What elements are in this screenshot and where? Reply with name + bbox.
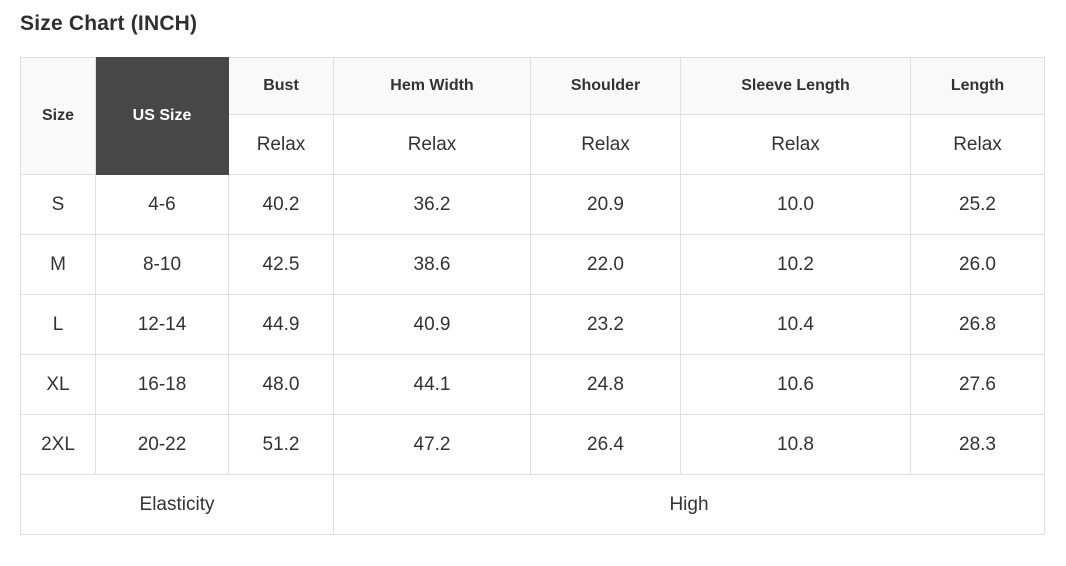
length-cell: 27.6 bbox=[910, 354, 1045, 415]
page-title: Size Chart (INCH) bbox=[20, 12, 198, 35]
elasticity-row: Elasticity High bbox=[20, 474, 1045, 535]
hem-width-cell: 47.2 bbox=[333, 414, 531, 475]
hem-width-cell: 44.1 bbox=[333, 354, 531, 415]
elasticity-label: Elasticity bbox=[20, 474, 334, 535]
size-cell: L bbox=[20, 294, 96, 355]
sleeve-length-cell: 10.0 bbox=[680, 174, 911, 235]
length-cell: 28.3 bbox=[910, 414, 1045, 475]
sleeve-length-cell: 10.4 bbox=[680, 294, 911, 355]
hem-width-fit-cell: Relax bbox=[333, 114, 531, 175]
size-chart-section: Size Chart (INCH) Size US Size Bust Hem … bbox=[20, 12, 1045, 535]
us-size-cell: 16-18 bbox=[95, 354, 229, 415]
hem-width-cell: 36.2 bbox=[333, 174, 531, 235]
sleeve-length-column-header: Sleeve Length bbox=[680, 57, 911, 115]
hem-width-cell: 38.6 bbox=[333, 234, 531, 295]
bust-cell: 44.9 bbox=[228, 294, 334, 355]
length-column-header: Length bbox=[910, 57, 1045, 115]
us-size-cell: 8-10 bbox=[95, 234, 229, 295]
sleeve-length-cell: 10.6 bbox=[680, 354, 911, 415]
shoulder-column-header: Shoulder bbox=[530, 57, 681, 115]
sleeve-length-cell: 10.2 bbox=[680, 234, 911, 295]
table-row-l: L 12-14 44.9 40.9 23.2 10.4 26.8 bbox=[20, 294, 1045, 355]
shoulder-cell: 22.0 bbox=[530, 234, 681, 295]
length-cell: 26.0 bbox=[910, 234, 1045, 295]
bust-cell: 48.0 bbox=[228, 354, 334, 415]
us-size-cell: 20-22 bbox=[95, 414, 229, 475]
length-fit-cell: Relax bbox=[910, 114, 1045, 175]
us-size-cell: 4-6 bbox=[95, 174, 229, 235]
shoulder-cell: 20.9 bbox=[530, 174, 681, 235]
length-cell: 26.8 bbox=[910, 294, 1045, 355]
table-row-xl: XL 16-18 48.0 44.1 24.8 10.6 27.6 bbox=[20, 354, 1045, 415]
size-cell: S bbox=[20, 174, 96, 235]
sleeve-length-cell: 10.8 bbox=[680, 414, 911, 475]
length-cell: 25.2 bbox=[910, 174, 1045, 235]
table-row-m: M 8-10 42.5 38.6 22.0 10.2 26.0 bbox=[20, 234, 1045, 295]
us-size-column-header: US Size bbox=[95, 57, 229, 175]
table-row-2xl: 2XL 20-22 51.2 47.2 26.4 10.8 28.3 bbox=[20, 414, 1045, 475]
bust-cell: 40.2 bbox=[228, 174, 334, 235]
sleeve-length-fit-cell: Relax bbox=[680, 114, 911, 175]
size-chart-table: Size US Size Bust Hem Width Shoulder Sle… bbox=[20, 57, 1045, 535]
table-row-s: S 4-6 40.2 36.2 20.9 10.0 25.2 bbox=[20, 174, 1045, 235]
size-cell: XL bbox=[20, 354, 96, 415]
size-cell: 2XL bbox=[20, 414, 96, 475]
header-row: Size US Size Bust Hem Width Shoulder Sle… bbox=[20, 57, 1045, 175]
bust-cell: 42.5 bbox=[228, 234, 334, 295]
us-size-cell: 12-14 bbox=[95, 294, 229, 355]
fit-row: Relax Relax Relax Relax Relax bbox=[21, 114, 1045, 175]
shoulder-cell: 24.8 bbox=[530, 354, 681, 415]
size-cell: M bbox=[20, 234, 96, 295]
bust-column-header: Bust bbox=[228, 57, 334, 115]
hem-width-cell: 40.9 bbox=[333, 294, 531, 355]
elasticity-value: High bbox=[333, 474, 1045, 535]
shoulder-fit-cell: Relax bbox=[530, 114, 681, 175]
bust-fit-cell: Relax bbox=[228, 114, 334, 175]
bust-cell: 51.2 bbox=[228, 414, 334, 475]
size-column-header: Size bbox=[20, 57, 96, 175]
shoulder-cell: 23.2 bbox=[530, 294, 681, 355]
hem-width-column-header: Hem Width bbox=[333, 57, 531, 115]
shoulder-cell: 26.4 bbox=[530, 414, 681, 475]
